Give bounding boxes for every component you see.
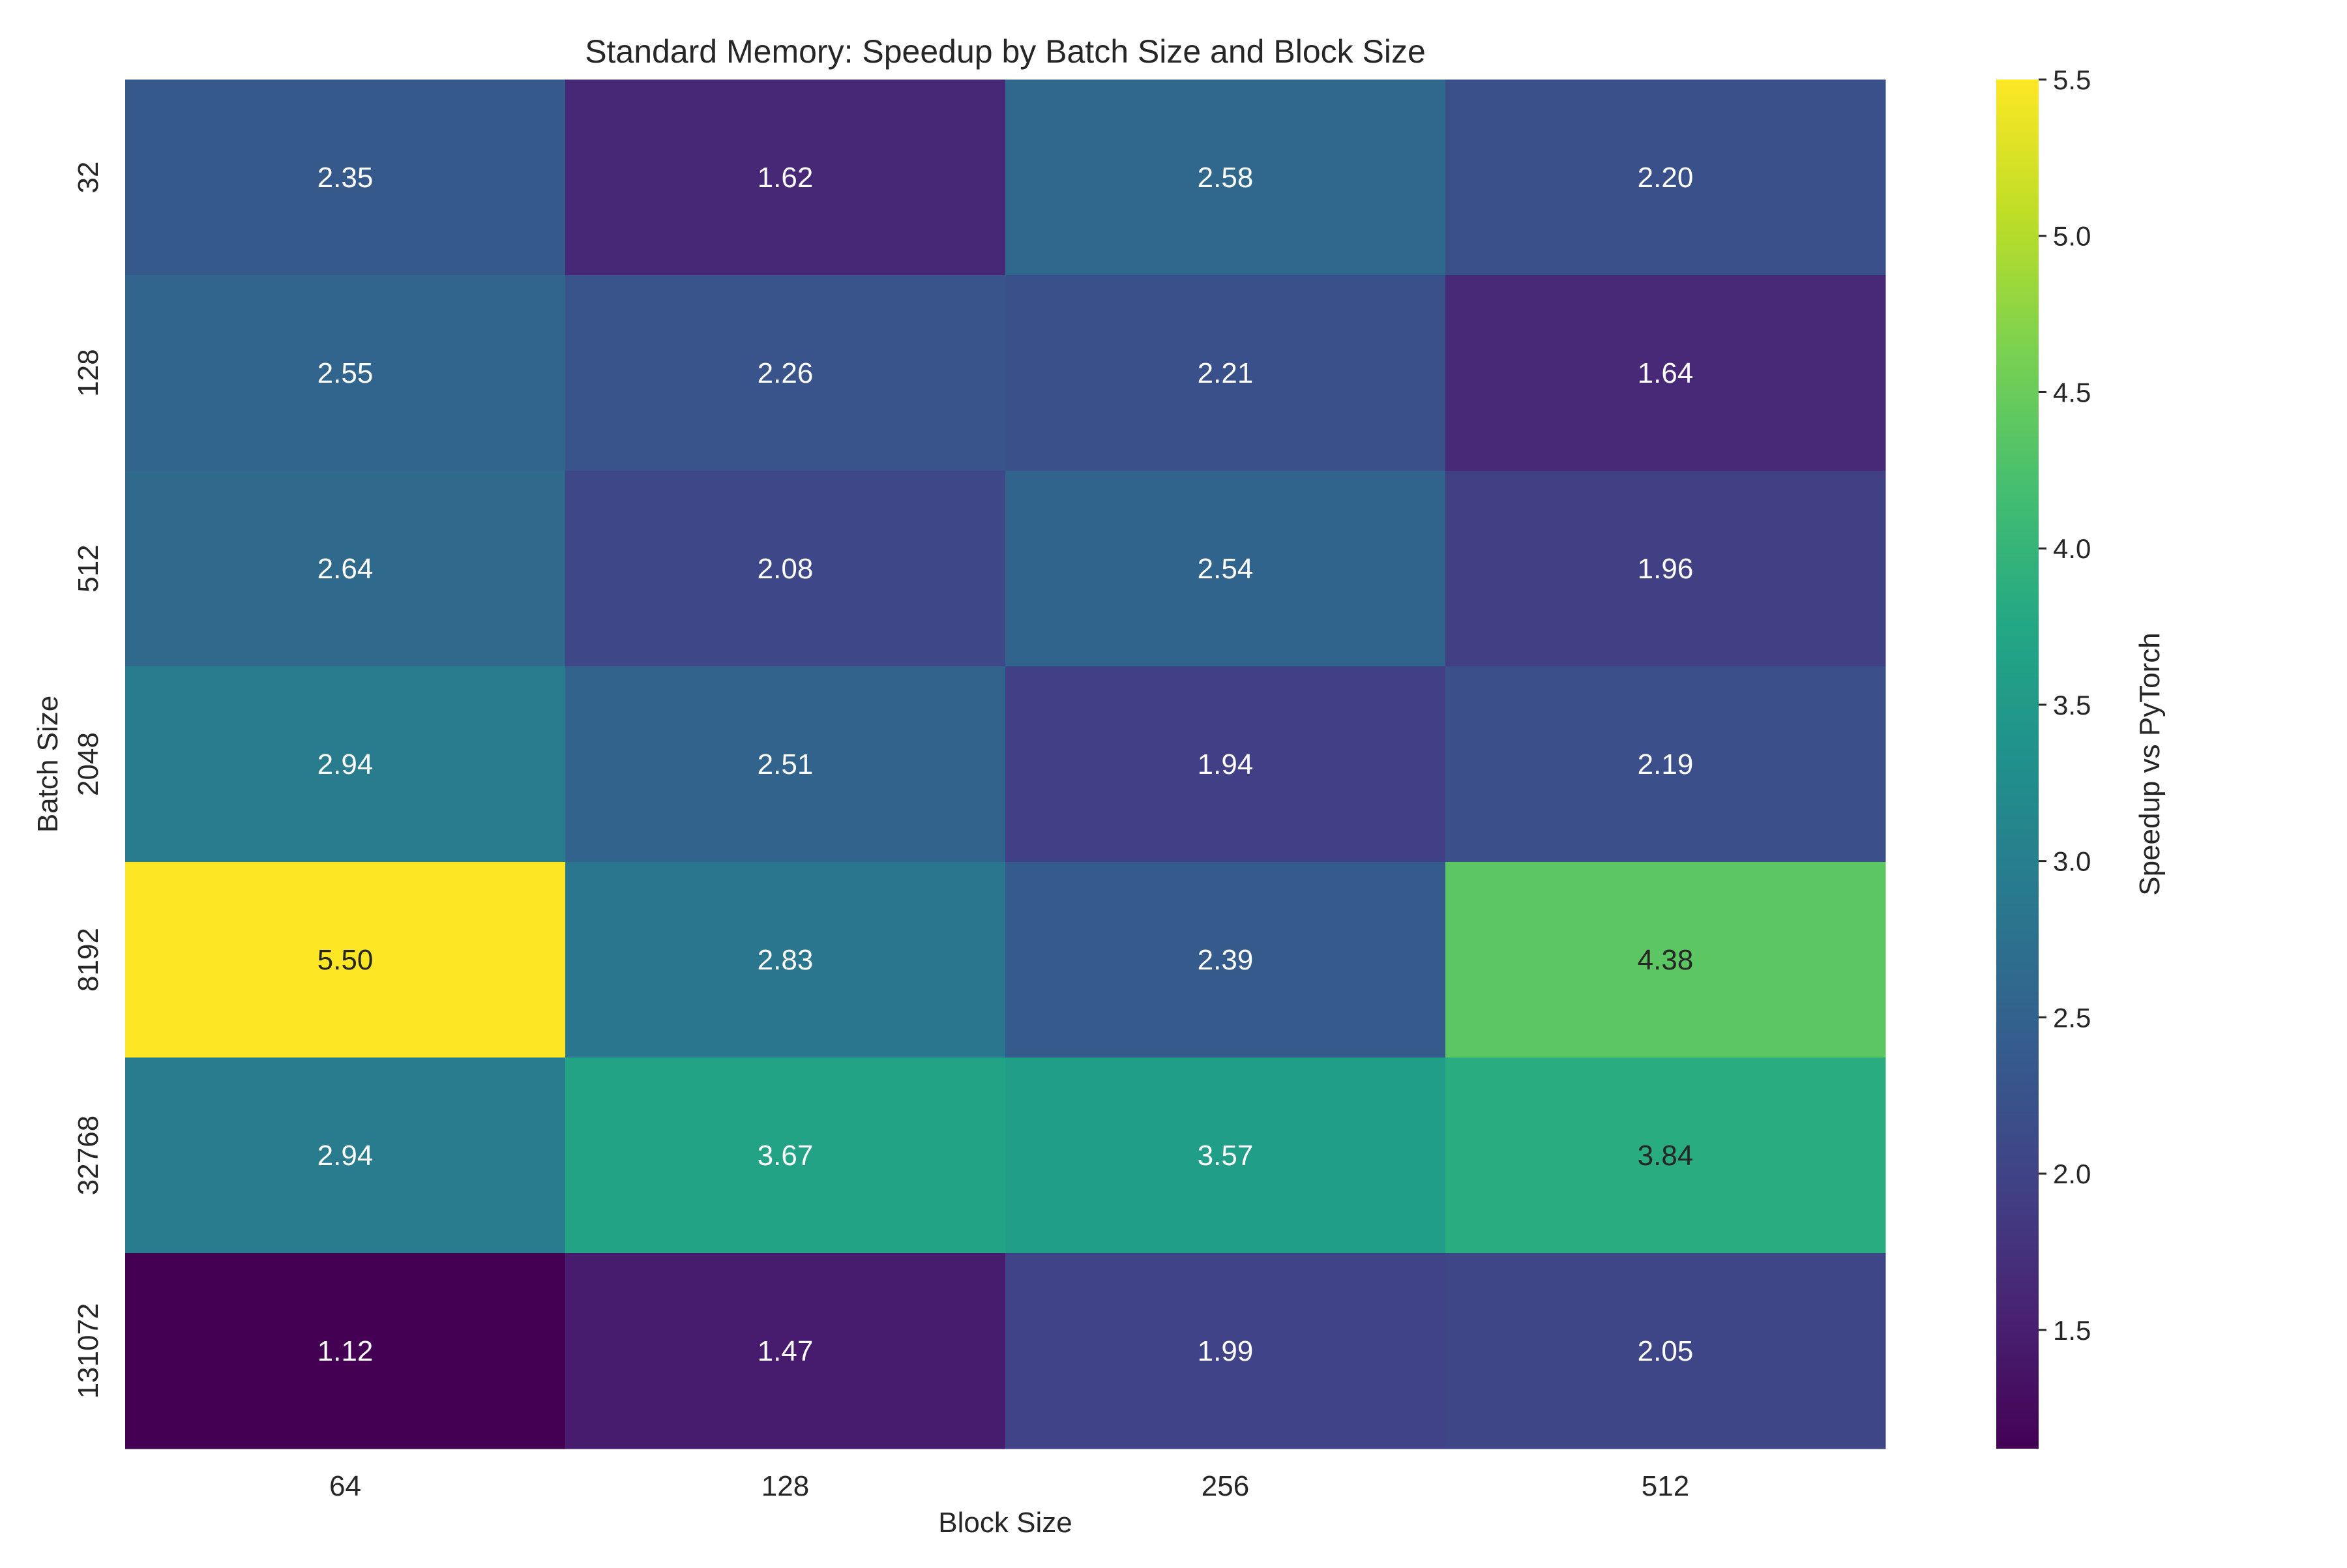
- y-tick-label: 512: [72, 544, 104, 592]
- heatmap-cell: [1005, 275, 1446, 471]
- cell-value-label: 1.99: [1198, 1335, 1254, 1367]
- cell-value-label: 2.26: [758, 357, 814, 389]
- heatmap-cell: [565, 666, 1006, 863]
- cell-value-label: 5.50: [317, 944, 374, 976]
- colorbar-label: Speedup vs PyTorch: [2134, 632, 2166, 896]
- heatmap-cell: [125, 666, 566, 863]
- x-tick-label: 512: [1642, 1470, 1689, 1502]
- y-tick-label: 128: [72, 349, 104, 396]
- heatmap-cell: [565, 80, 1006, 276]
- cell-value-label: 2.58: [1198, 162, 1254, 194]
- heatmap-cell: [1445, 80, 1886, 276]
- x-axis-label: Block Size: [938, 1507, 1072, 1539]
- cell-value-label: 1.62: [758, 162, 814, 194]
- cell-value-label: 2.20: [1638, 162, 1694, 194]
- x-tick-labels: 64 128 256 512: [329, 1470, 1689, 1502]
- heatmap-cell: [1005, 666, 1446, 863]
- heatmap-cell: [1445, 666, 1886, 863]
- cell-value-label: 1.94: [1198, 748, 1254, 780]
- y-tick-labels: 32 128 512 2048 8192 32768 131072: [72, 162, 104, 1399]
- cell-value-label: 1.64: [1638, 357, 1694, 389]
- y-axis-label: Batch Size: [32, 696, 64, 833]
- cell-value-label: 3.84: [1638, 1140, 1694, 1172]
- y-tick-label: 8192: [72, 928, 104, 992]
- cell-value-label: 2.21: [1198, 357, 1254, 389]
- heatmap-cell: [1005, 471, 1446, 667]
- cell-value-label: 1.96: [1638, 553, 1694, 585]
- colorbar-tick-label: 5.5: [2053, 65, 2091, 95]
- colorbar-tick-label: 3.5: [2053, 690, 2091, 720]
- y-tick-label: 32: [72, 162, 104, 194]
- heatmap-cells: 2.35 1.62 2.58 2.20 2.55 2.26 2.21 1.64 2.64 2.08…: [125, 80, 1886, 1449]
- cell-value-label: 2.05: [1638, 1335, 1694, 1367]
- cell-value-label: 2.51: [758, 748, 814, 780]
- colorbar-ticks: 1.5 2.0 2.5 3.0 3.5 4.0 4.5 5.0 5.5: [2039, 65, 2091, 1346]
- cell-value-label: 3.57: [1198, 1140, 1254, 1172]
- cell-value-label: 2.83: [758, 944, 814, 976]
- colorbar-tick-label: 2.5: [2053, 1002, 2091, 1033]
- heatmap-cell: [565, 1058, 1006, 1254]
- chart-title: Standard Memory: Speedup by Batch Size a…: [585, 33, 1426, 70]
- y-tick-label: 32768: [72, 1116, 104, 1195]
- heatmap-cell: [1445, 1253, 1886, 1449]
- heatmap-cell: [1445, 471, 1886, 667]
- heatmap-cell: [1005, 1253, 1446, 1449]
- cell-value-label: 2.55: [317, 357, 374, 389]
- colorbar: [1996, 80, 2039, 1449]
- heatmap-cell: [565, 862, 1006, 1058]
- heatmap-cell: [125, 862, 566, 1058]
- heatmap-cell: [125, 1058, 566, 1254]
- heatmap-cell: [1005, 80, 1446, 276]
- heatmap-cell: [565, 471, 1006, 667]
- colorbar-tick-label: 3.0: [2053, 846, 2091, 877]
- heatmap-cell: [1005, 862, 1446, 1058]
- heatmap-cell: [1005, 1058, 1446, 1254]
- colorbar-tick-label: 2.0: [2053, 1159, 2091, 1189]
- colorbar-tick-label: 4.5: [2053, 377, 2091, 407]
- cell-value-label: 2.64: [317, 553, 374, 585]
- heatmap-cell: [125, 471, 566, 667]
- cell-value-label: 2.08: [758, 553, 814, 585]
- heatmap-cell: [1445, 1058, 1886, 1254]
- y-tick-label: 2048: [72, 732, 104, 796]
- heatmap-cell: [125, 80, 566, 276]
- colorbar-tick-label: 4.0: [2053, 533, 2091, 564]
- colorbar-tick-label: 5.0: [2053, 221, 2091, 252]
- cell-value-label: 4.38: [1638, 944, 1694, 976]
- cell-value-label: 2.94: [317, 748, 374, 780]
- cell-value-label: 1.12: [317, 1335, 374, 1367]
- x-tick-label: 256: [1202, 1470, 1249, 1502]
- heatmap-cell: [1445, 275, 1886, 471]
- x-tick-label: 128: [761, 1470, 809, 1502]
- cell-value-label: 2.39: [1198, 944, 1254, 976]
- cell-value-label: 3.67: [758, 1140, 814, 1172]
- heatmap-cell: [1445, 862, 1886, 1058]
- x-tick-label: 64: [329, 1470, 361, 1502]
- y-tick-label: 131072: [72, 1303, 104, 1399]
- cell-value-label: 2.54: [1198, 553, 1254, 585]
- heatmap-cell: [125, 275, 566, 471]
- heatmap-cell: [565, 275, 1006, 471]
- heatmap-cell: [125, 1253, 566, 1449]
- heatmap-cell: [565, 1253, 1006, 1449]
- colorbar-tick-label: 1.5: [2053, 1315, 2091, 1346]
- cell-value-label: 1.47: [758, 1335, 814, 1367]
- cell-value-label: 2.19: [1638, 748, 1694, 780]
- cell-value-label: 2.94: [317, 1140, 374, 1172]
- cell-value-label: 2.35: [317, 162, 374, 194]
